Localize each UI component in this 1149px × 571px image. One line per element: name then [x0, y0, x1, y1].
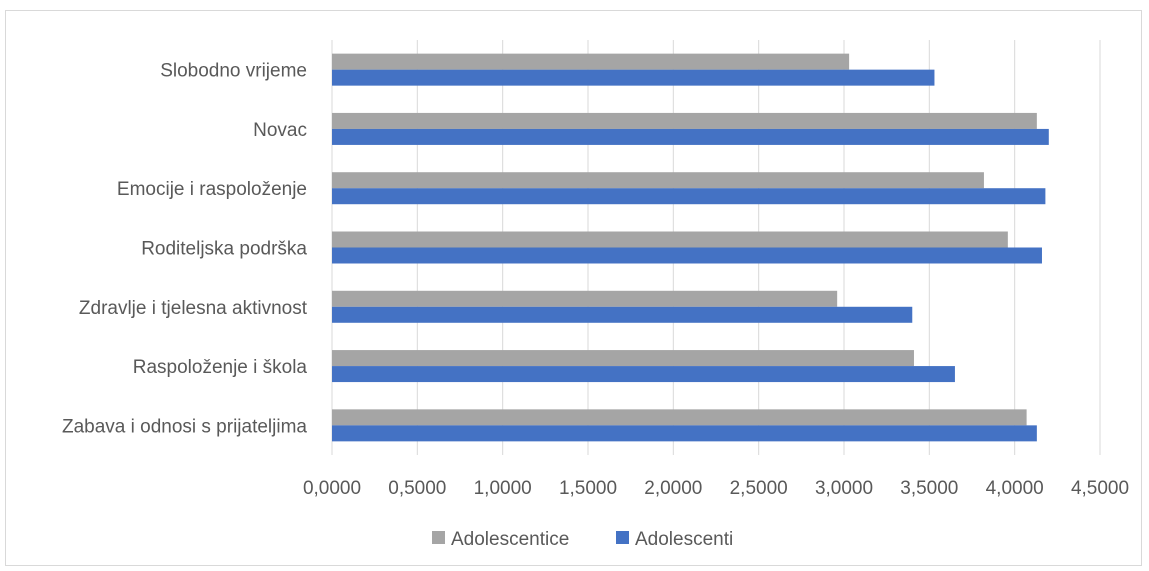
bars	[332, 53, 1049, 442]
bar-adolescentice	[332, 231, 1008, 248]
category-labels: Zabava i odnosi s prijateljima Raspoložen…	[62, 61, 308, 438]
bar-adolescenti	[332, 128, 1049, 145]
x-tick-label: 3,5000	[900, 478, 958, 499]
x-tick-label: 1,0000	[474, 478, 532, 499]
bar-adolescenti	[332, 247, 1042, 264]
x-tick-label: 4,0000	[986, 478, 1044, 499]
bar-adolescentice	[332, 172, 984, 189]
bar-adolescenti	[332, 425, 1037, 442]
bar-adolescenti	[332, 366, 955, 383]
bar-adolescentice	[332, 409, 1027, 426]
bar-adolescentice	[332, 53, 850, 70]
legend-label: Adolescenti	[635, 529, 733, 550]
category-label: Zabava i odnosi s prijateljima	[62, 416, 307, 437]
category-label: Raspoloženje i škola	[133, 357, 308, 378]
category-label: Roditeljska podrška	[141, 239, 307, 260]
x-tick-label: 2,0000	[644, 478, 702, 499]
bar-adolescenti	[332, 306, 913, 323]
category-label: Slobodno vrijeme	[160, 61, 307, 82]
x-tick-label: 4,5000	[1071, 478, 1129, 499]
legend-swatch	[616, 531, 629, 544]
tick-labels: 0,0000 0,5000 1,0000 1,5000 2,0000 2,5000 3,00…	[303, 478, 1129, 499]
bar-adolescentice	[332, 350, 914, 367]
bar-adolescenti	[332, 188, 1046, 205]
category-label: Novac	[253, 120, 307, 141]
legend-swatch	[432, 531, 445, 544]
bar-adolescentice	[332, 112, 1037, 129]
legend-label: Adolescentice	[451, 529, 569, 550]
x-tick-label: 2,5000	[730, 478, 788, 499]
category-label: Zdravlje i tjelesna aktivnost	[79, 298, 308, 319]
x-tick-label: 0,5000	[388, 478, 446, 499]
legend: Adolescentice Adolescenti	[432, 529, 733, 550]
chart-frame	[5, 10, 1142, 566]
x-tick-label: 3,0000	[815, 478, 873, 499]
bar-adolescenti	[332, 69, 935, 86]
category-label: Emocije i raspoloženje	[117, 179, 307, 200]
x-tick-label: 1,5000	[559, 478, 617, 499]
bar-adolescentice	[332, 290, 838, 307]
x-tick-label: 0,0000	[303, 478, 361, 499]
